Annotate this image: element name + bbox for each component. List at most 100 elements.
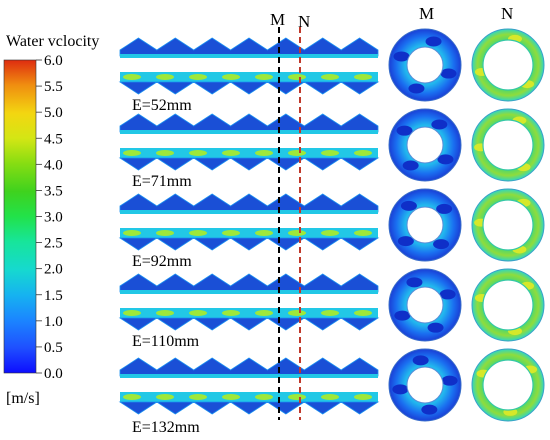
low-velocity-patch: [440, 68, 457, 79]
low-velocity-patch: [406, 277, 423, 288]
low-velocity-patch: [397, 236, 414, 247]
colorbar-tick-label: 4.5: [44, 131, 63, 147]
channel-panel: E=92mm: [118, 193, 380, 270]
high-velocity-spot: [156, 394, 174, 400]
cross-section-rings: [388, 28, 545, 422]
gap-flow-band: [120, 392, 378, 402]
section-label-m-line: M: [270, 10, 285, 29]
section-m-ring: [388, 348, 462, 422]
section-m-ring: [388, 28, 462, 102]
high-velocity-spot: [255, 394, 273, 400]
low-velocity-patch: [425, 36, 442, 47]
gap-flow-band: [120, 148, 378, 158]
ring-bore: [482, 359, 534, 411]
high-velocity-spot: [288, 150, 306, 156]
case-label: E=92mm: [132, 253, 192, 270]
ring-bore: [406, 366, 444, 404]
ring-bore: [482, 39, 534, 91]
high-velocity-spot: [255, 230, 273, 236]
low-velocity-patch: [436, 203, 453, 214]
high-velocity-spot: [189, 230, 207, 236]
colorbar-tick-label: 3.0: [44, 210, 63, 226]
colorbar-tick-label: 4.0: [44, 157, 63, 173]
gap-flow-band: [120, 308, 378, 318]
channel-panels: E=52mm E=71mm E=92mm E=110mm E=132mm: [118, 37, 380, 436]
lower-flow-band: [118, 237, 380, 251]
colorbar-tick-label: 3.5: [44, 183, 63, 199]
colorbar-tick-label: 1.0: [44, 314, 63, 330]
high-velocity-spot: [321, 74, 339, 80]
high-velocity-spot: [255, 150, 273, 156]
column-header-m: M: [419, 4, 434, 23]
high-velocity-spot: [255, 74, 273, 80]
low-velocity-patch: [408, 83, 425, 94]
section-n-ring: [471, 108, 545, 182]
legend-title: Water vclocity: [6, 33, 99, 50]
section-m-ring: [388, 188, 462, 262]
high-velocity-spot: [123, 150, 141, 156]
low-velocity-patch: [412, 355, 429, 366]
high-velocity-spot: [222, 310, 240, 316]
high-velocity-spot: [123, 394, 141, 400]
section-m-ring: [388, 108, 462, 182]
low-velocity-patch: [421, 404, 438, 415]
low-velocity-patch: [439, 289, 456, 300]
high-velocity-spot: [222, 394, 240, 400]
high-velocity-spot: [321, 310, 339, 316]
high-velocity-spot: [321, 394, 339, 400]
colorbar-tick-label: 1.5: [44, 288, 63, 304]
ring-bore: [406, 286, 444, 324]
high-velocity-spot: [189, 150, 207, 156]
case-label: E=52mm: [132, 97, 192, 114]
legend-unit: [m/s]: [6, 390, 40, 407]
high-velocity-spot: [354, 150, 372, 156]
lower-flow-band: [118, 81, 380, 95]
high-velocity-spot: [123, 74, 141, 80]
section-n-ring: [471, 348, 545, 422]
low-velocity-patch: [427, 322, 444, 333]
high-velocity-spot: [156, 150, 174, 156]
low-velocity-patch: [433, 239, 450, 250]
low-velocity-patch: [441, 375, 458, 386]
section-n-ring: [471, 268, 545, 342]
upper-flow-band: [119, 357, 379, 377]
upper-flow-band: [119, 113, 379, 133]
high-velocity-spot: [222, 150, 240, 156]
high-velocity-spot: [189, 394, 207, 400]
colorbar-tick-label: 6.0: [44, 53, 63, 69]
high-velocity-spot: [354, 230, 372, 236]
channel-panel: E=52mm: [118, 37, 380, 114]
colorbar-tick-label: 5.0: [44, 105, 63, 121]
upper-flow-band: [119, 193, 379, 213]
low-velocity-patch: [396, 125, 413, 136]
upper-flow-core: [120, 130, 378, 134]
gap-flow-band: [120, 72, 378, 82]
case-label: E=132mm: [132, 419, 200, 436]
high-velocity-spot: [156, 310, 174, 316]
upper-flow-band: [119, 273, 379, 293]
upper-flow-core: [120, 374, 378, 378]
upper-flow-core: [120, 210, 378, 214]
high-velocity-spot: [321, 230, 339, 236]
high-velocity-spot: [288, 394, 306, 400]
high-velocity-spot: [222, 230, 240, 236]
colorbar-tick-label: 5.5: [44, 79, 63, 95]
ring-bore: [482, 279, 534, 331]
high-velocity-spot: [123, 310, 141, 316]
section-label-n-line: N: [298, 12, 310, 31]
high-velocity-spot: [321, 150, 339, 156]
high-velocity-spot: [156, 230, 174, 236]
lower-flow-band: [118, 317, 380, 331]
high-velocity-spot: [288, 230, 306, 236]
colorbar-tick-label: 2.0: [44, 262, 63, 278]
ring-bore: [406, 206, 444, 244]
colorbar-tick-label: 0.5: [44, 340, 63, 356]
section-lines: M N: [270, 10, 310, 420]
channel-panel: E=110mm: [118, 273, 380, 350]
high-velocity-spot: [189, 310, 207, 316]
colorbar: [3, 59, 37, 374]
high-velocity-spot: [288, 310, 306, 316]
ring-bore: [482, 119, 534, 171]
